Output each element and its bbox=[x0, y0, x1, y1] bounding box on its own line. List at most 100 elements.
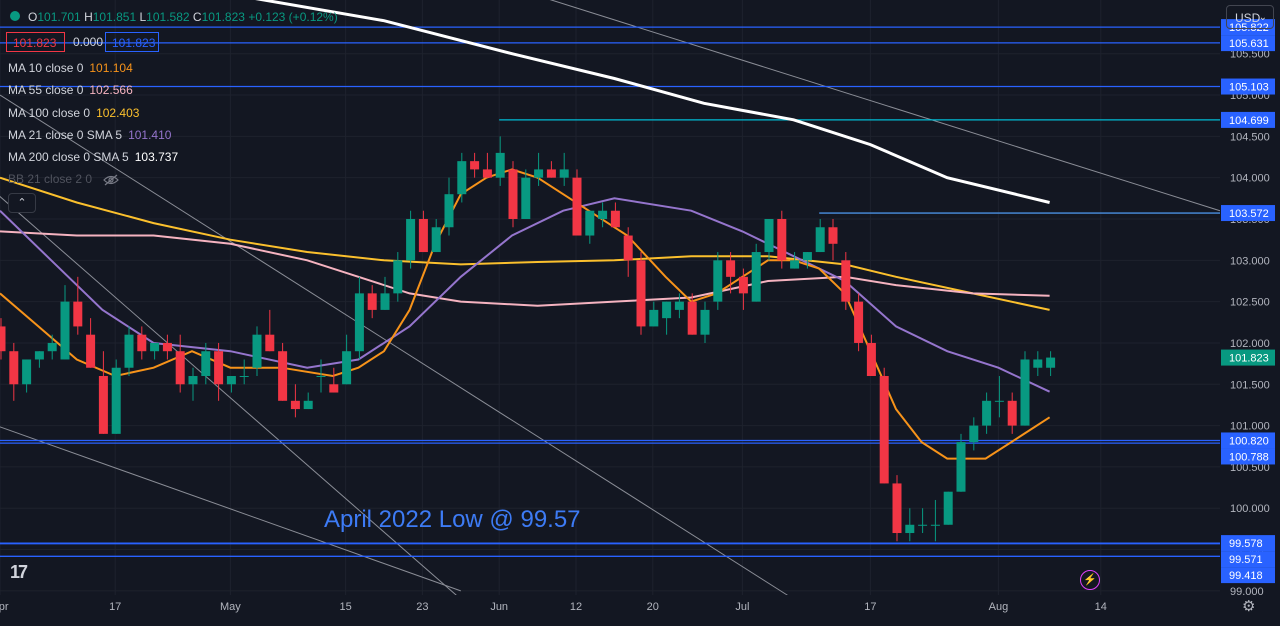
legend-ma200[interactable]: MA 200 close 0 SMA 5 103.737 bbox=[8, 150, 179, 164]
candle-body bbox=[367, 293, 377, 310]
candle-body bbox=[406, 218, 416, 261]
market-status-icon bbox=[10, 11, 20, 21]
x-tick-label: May bbox=[220, 601, 241, 613]
candle-body bbox=[969, 425, 979, 443]
legend-bb21[interactable]: BB 21 close 2 0 bbox=[8, 172, 120, 186]
y-tick-label: 99.000 bbox=[1230, 586, 1264, 598]
candle-body bbox=[457, 161, 467, 195]
candle-body bbox=[802, 252, 812, 261]
candle-body bbox=[303, 400, 313, 410]
legend-ma100[interactable]: MA 100 close 0 102.403 bbox=[8, 106, 140, 120]
trend-line bbox=[0, 94, 794, 600]
x-tick-label: 14 bbox=[1095, 601, 1107, 613]
collapse-legend-button[interactable]: ⌃ bbox=[8, 193, 36, 213]
candle-body bbox=[431, 227, 441, 253]
candle-body bbox=[726, 260, 736, 277]
candle-body bbox=[534, 169, 544, 178]
legend-ma10[interactable]: MA 10 close 0 101.104 bbox=[8, 61, 133, 75]
candle-body bbox=[674, 301, 684, 310]
candle-body bbox=[598, 210, 608, 219]
candle-body bbox=[815, 227, 825, 253]
chart-annotation: April 2022 Low @ 99.57 bbox=[324, 506, 581, 533]
x-tick-label: Apr bbox=[0, 601, 9, 613]
candle-body bbox=[418, 218, 428, 253]
level-label-bg bbox=[1221, 78, 1275, 95]
candle-body bbox=[905, 524, 915, 534]
level-label-bg bbox=[1221, 35, 1275, 52]
candle-body bbox=[0, 326, 6, 352]
y-tick-label: 102.000 bbox=[1230, 338, 1270, 350]
candle-body bbox=[879, 376, 889, 484]
y-tick-label: 101.500 bbox=[1230, 379, 1270, 391]
candle-body bbox=[546, 169, 556, 178]
currency-select[interactable]: USD ⌄ bbox=[1226, 5, 1274, 29]
ma-line bbox=[0, 176, 1050, 311]
candle-body bbox=[495, 152, 505, 178]
candle-body bbox=[956, 442, 966, 492]
level-label-bg bbox=[1221, 448, 1275, 465]
candle-body bbox=[1046, 357, 1056, 368]
y-tick-label: 100.000 bbox=[1230, 503, 1270, 515]
level-label-bg bbox=[1221, 551, 1275, 568]
ma-line bbox=[0, 197, 1051, 393]
y-tick-label: 103.000 bbox=[1230, 255, 1270, 267]
candle-body bbox=[918, 524, 928, 526]
candle-body bbox=[252, 334, 262, 368]
candle-body bbox=[214, 351, 224, 385]
candle-body bbox=[662, 301, 672, 319]
ohlc-readout: O101.701 H101.851 L101.582 C101.823 +0.1… bbox=[28, 10, 338, 24]
candle-body bbox=[751, 252, 761, 302]
level-label-bg bbox=[1221, 19, 1275, 36]
candle-body bbox=[98, 376, 108, 434]
last-price-label: 101.823 bbox=[1229, 353, 1269, 365]
x-tick-label: Jul bbox=[735, 601, 749, 613]
sell-price-box[interactable]: 101.823 bbox=[6, 32, 65, 52]
candle-body bbox=[137, 334, 147, 352]
candle-body bbox=[73, 301, 83, 327]
buy-price-box[interactable]: 101.823 bbox=[105, 32, 159, 52]
x-tick-label: Jun bbox=[490, 601, 508, 613]
candle-body bbox=[636, 260, 646, 327]
trend-line bbox=[0, 426, 461, 592]
candle-body bbox=[508, 169, 518, 219]
candle-body bbox=[265, 334, 275, 352]
y-tick-label: 101.000 bbox=[1230, 421, 1270, 433]
trend-line bbox=[549, 0, 1221, 212]
candle-body bbox=[34, 351, 44, 360]
candle-body bbox=[994, 400, 1004, 402]
level-label: 99.571 bbox=[1229, 554, 1263, 566]
y-tick-label: 105.500 bbox=[1230, 49, 1270, 61]
candle-body bbox=[188, 376, 198, 385]
candle-body bbox=[930, 524, 940, 526]
candle-body bbox=[854, 301, 864, 343]
candle-body bbox=[521, 177, 531, 219]
level-label-bg bbox=[1221, 567, 1275, 584]
candle-body bbox=[866, 342, 876, 377]
candle-body bbox=[444, 194, 454, 228]
x-tick-label: 15 bbox=[339, 601, 351, 613]
candle-body bbox=[1033, 359, 1043, 368]
candle-body bbox=[162, 342, 172, 352]
legend-ma21[interactable]: MA 21 close 0 SMA 5 101.410 bbox=[8, 128, 172, 142]
candle-body bbox=[572, 177, 582, 236]
level-label: 99.578 bbox=[1229, 538, 1263, 550]
x-tick-label: 17 bbox=[109, 601, 121, 613]
level-label-bg bbox=[1221, 432, 1275, 449]
x-tick-label: 23 bbox=[416, 601, 428, 613]
gear-icon[interactable]: ⚙ bbox=[1242, 598, 1256, 615]
x-tick-label: 20 bbox=[647, 601, 659, 613]
candle-body bbox=[111, 367, 121, 434]
candle-body bbox=[150, 342, 160, 352]
candle-body bbox=[329, 384, 339, 393]
candle-body bbox=[393, 260, 403, 294]
lightning-icon[interactable]: ⚡ bbox=[1080, 570, 1100, 590]
level-label: 104.699 bbox=[1229, 115, 1269, 127]
candle-body bbox=[60, 301, 70, 360]
candle-body bbox=[713, 260, 723, 302]
hidden-eye-icon[interactable] bbox=[103, 174, 120, 186]
price-axis-bg bbox=[1220, 0, 1280, 626]
x-tick-label: 17 bbox=[864, 601, 876, 613]
ma-line bbox=[0, 230, 1050, 307]
legend-ma55[interactable]: MA 55 close 0 102.566 bbox=[8, 83, 133, 97]
